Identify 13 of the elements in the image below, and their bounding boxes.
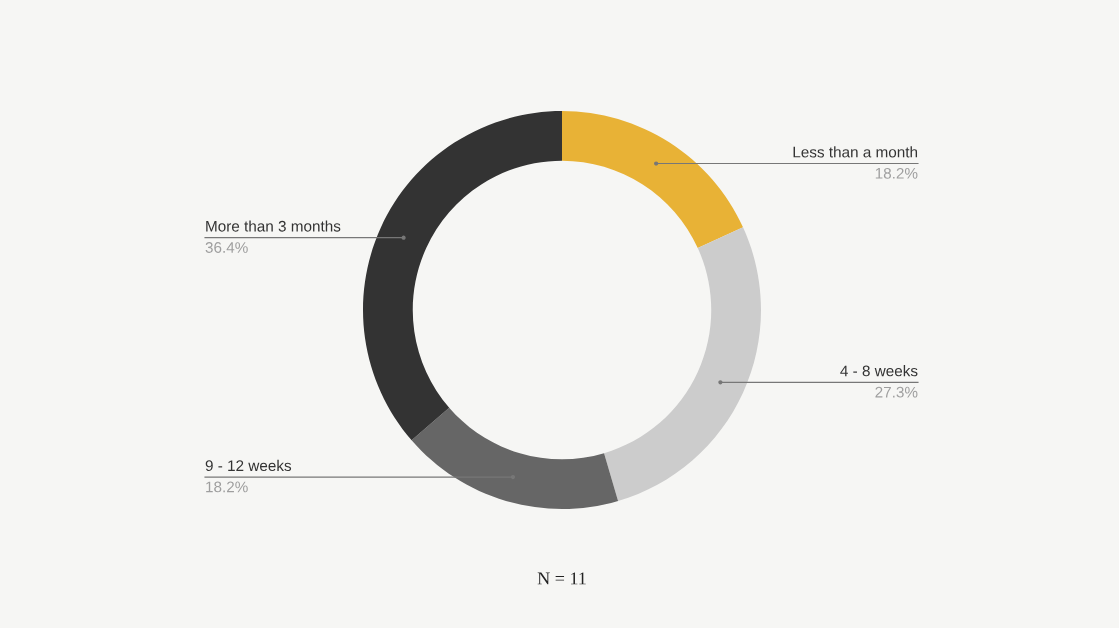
data-label: 18.2% <box>875 167 918 179</box>
slice-label: Less than a month <box>793 146 918 158</box>
data-label: 27.3% <box>875 386 918 398</box>
donut-slice <box>604 227 761 501</box>
slice-label: 4 - 8 weeks <box>840 365 918 377</box>
slice-label: 9 - 12 weeks <box>205 459 292 472</box>
text: N = 11 <box>537 572 586 585</box>
donut-slice <box>363 111 562 441</box>
data-label: 18.2% <box>206 481 248 493</box>
donut-slice <box>562 111 744 248</box>
donut-slice <box>411 407 619 509</box>
slice-label: More than 3 months <box>206 220 341 232</box>
data-label: 36.4% <box>205 242 248 253</box>
